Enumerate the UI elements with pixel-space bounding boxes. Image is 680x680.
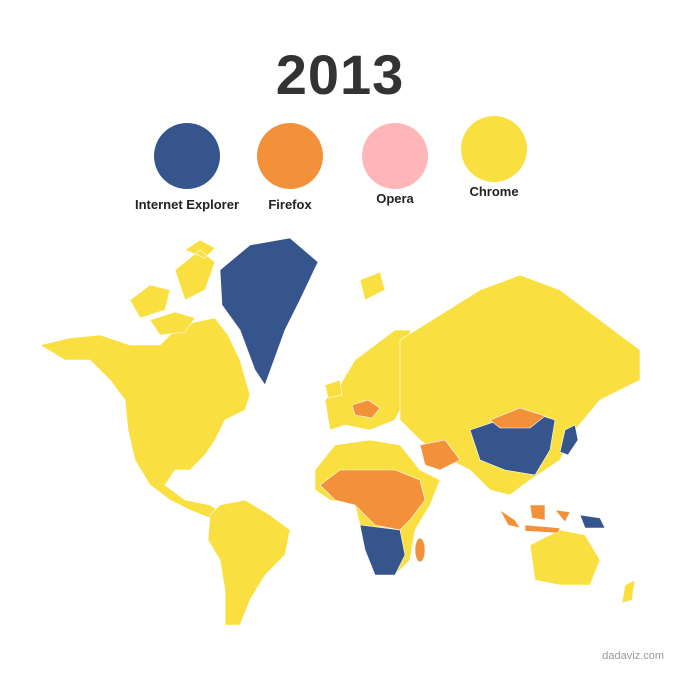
japan <box>559 424 579 456</box>
ie-swatch <box>154 123 220 189</box>
legend-label: Firefox <box>268 197 312 212</box>
legend-label: Opera <box>376 191 414 206</box>
greenland <box>219 237 319 386</box>
iran <box>419 439 461 471</box>
southern-africa <box>359 524 406 576</box>
firefox-swatch <box>257 123 323 189</box>
indonesia <box>499 504 571 534</box>
central-africa <box>319 469 426 531</box>
legend-item-chrome: Chrome <box>424 116 564 199</box>
south-america <box>207 499 291 626</box>
papua-new-guinea <box>579 514 606 529</box>
legend-item-ie: Internet Explorer <box>117 123 257 212</box>
chrome-swatch <box>461 116 527 182</box>
legend-item-firefox: Firefox <box>220 123 360 212</box>
opera-swatch <box>362 123 428 189</box>
legend-label: Chrome <box>469 184 519 199</box>
madagascar <box>414 537 426 563</box>
australia <box>529 529 601 586</box>
arctic-islands <box>129 239 216 336</box>
new-zealand <box>621 579 636 604</box>
central-europe <box>351 399 381 419</box>
iceland-uk <box>324 271 386 399</box>
north-america <box>39 317 251 521</box>
watermark: dadaviz.com <box>602 650 664 662</box>
mongolia <box>489 407 546 429</box>
year-title: 2013 <box>275 43 405 106</box>
legend-item-opera: Opera <box>325 123 465 206</box>
legend-label: Internet Explorer <box>134 197 240 212</box>
